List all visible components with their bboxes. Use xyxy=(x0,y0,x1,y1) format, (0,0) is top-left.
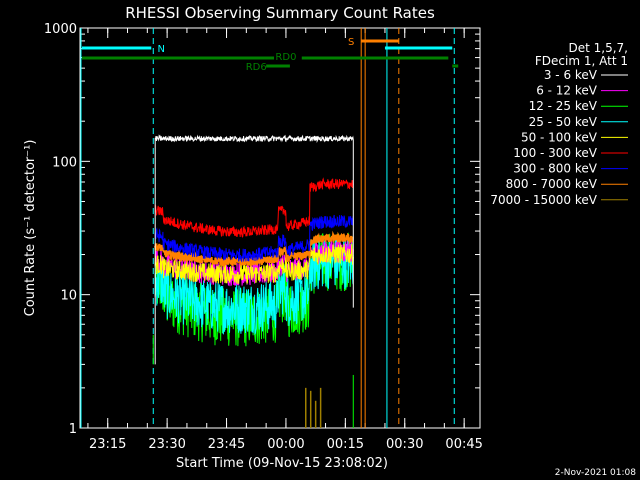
x-tick-label: 23:15 xyxy=(89,437,126,452)
x-tick-label: 00:15 xyxy=(327,437,364,452)
x-tick-label: 23:30 xyxy=(148,437,185,452)
y-tick-label: 1000 xyxy=(44,22,77,37)
rd0-flag-label: RD0 xyxy=(275,52,296,63)
series-line-300to800keV xyxy=(154,214,354,263)
series-line-50to100keV xyxy=(154,244,354,284)
series-line-800to7000keV xyxy=(154,230,354,268)
night-flag-label: N xyxy=(157,44,164,55)
legend: Det 1,5,7, FDecim 1, Att 1 3 - 6 keV 6 - … xyxy=(490,41,628,207)
legend-entry-label: 3 - 6 keV xyxy=(544,68,598,82)
x-tick-label: 23:45 xyxy=(208,437,245,452)
legend-entry-label: 300 - 800 keV xyxy=(513,162,597,176)
legend-entry-label: 800 - 7000 keV xyxy=(506,177,598,191)
y-axis-label: Count Rate (s⁻¹ detector⁻¹) xyxy=(23,140,38,317)
legend-entry-label: 25 - 50 keV xyxy=(529,115,598,129)
x-axis-label: Start Time (09-Nov-15 23:08:02) xyxy=(176,456,388,471)
x-tick-label: 00:30 xyxy=(386,437,423,452)
series-line-100to300keV xyxy=(154,177,354,238)
series-line-3to6keV xyxy=(154,134,354,365)
legend-header-line-2: FDecim 1, Att 1 xyxy=(535,54,628,68)
legend-entry-label: 6 - 12 keV xyxy=(536,84,598,98)
y-tick-label: 10 xyxy=(60,289,77,304)
plot-area: 1 10 100 1000 23:15 23:30 23:45 00:00 00:15 00:30… xyxy=(44,22,483,452)
x-tick-label: 00:45 xyxy=(445,437,482,452)
x-tick-label: 00:00 xyxy=(267,437,304,452)
legend-header-line-1: Det 1,5,7, xyxy=(569,41,629,55)
plot-frame xyxy=(79,27,481,429)
chart-title: RHESSI Observing Summary Count Rates xyxy=(125,4,435,22)
rd6-flag-label: RD6 xyxy=(246,62,267,73)
legend-entry-label: 50 - 100 keV xyxy=(521,130,598,144)
saa-flag-label: S xyxy=(348,37,354,48)
legend-entry-label: 12 - 25 keV xyxy=(529,99,598,113)
y-tick-label: 1 xyxy=(69,422,77,437)
footer-timestamp: 2-Nov-2021 01:08 xyxy=(555,468,637,478)
legend-entry-label: 100 - 300 keV xyxy=(513,146,597,160)
legend-entry-label: 7000 - 15000 keV xyxy=(490,193,597,207)
y-tick-label: 100 xyxy=(52,155,77,170)
